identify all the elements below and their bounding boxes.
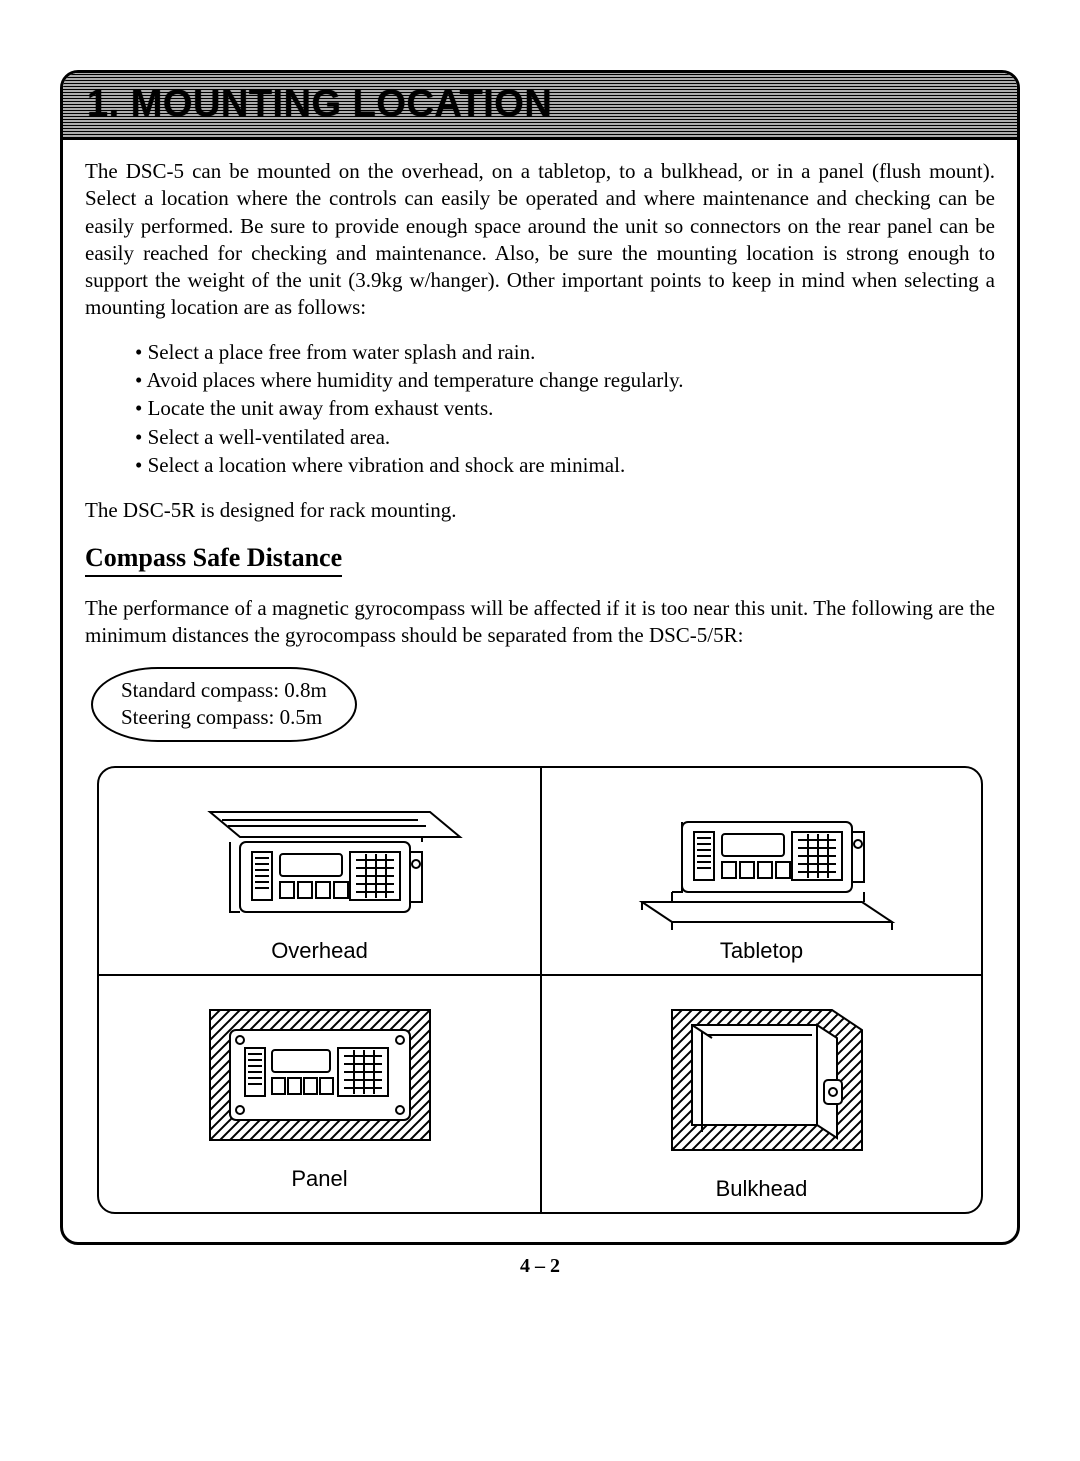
figure-bulkhead: Bulkhead — [540, 974, 981, 1212]
figure-overhead: Overhead — [99, 768, 540, 974]
compass-distance-oval: Standard compass: 0.8m Steering compass:… — [91, 667, 357, 742]
steering-compass-value: Steering compass: 0.5m — [121, 704, 327, 731]
rack-note: The DSC-5R is designed for rack mounting… — [85, 498, 995, 523]
figure-row: Overhead — [99, 768, 981, 974]
figure-label: Overhead — [109, 938, 530, 964]
intro-paragraph: The DSC-5 can be mounted on the overhead… — [85, 158, 995, 322]
page-number: 4 – 2 — [60, 1255, 1020, 1278]
subheading-wrap: Compass Safe Distance — [85, 543, 995, 595]
list-item: Select a well-ventilated area. — [135, 423, 995, 451]
mounting-figures: Overhead — [97, 766, 983, 1214]
overhead-illustration — [170, 782, 470, 932]
figure-row: Panel — [99, 974, 981, 1212]
bulkhead-illustration — [632, 990, 892, 1170]
compass-distance-callout: Standard compass: 0.8m Steering compass:… — [91, 667, 995, 742]
subheading: Compass Safe Distance — [85, 543, 342, 577]
figure-label: Tabletop — [552, 938, 971, 964]
figure-label: Bulkhead — [552, 1176, 971, 1202]
figure-label: Panel — [109, 1166, 530, 1192]
content-area: The DSC-5 can be mounted on the overhead… — [63, 140, 1017, 1214]
page-frame: 1. MOUNTING LOCATION The DSC-5 can be mo… — [60, 70, 1020, 1245]
list-item: Locate the unit away from exhaust vents. — [135, 394, 995, 422]
section-title-bar: 1. MOUNTING LOCATION — [63, 73, 1017, 140]
compass-paragraph: The performance of a magnetic gyrocompas… — [85, 595, 995, 650]
list-item: Select a place free from water splash an… — [135, 338, 995, 366]
section-title: 1. MOUNTING LOCATION — [87, 83, 993, 126]
list-item: Select a location where vibration and sh… — [135, 451, 995, 479]
panel-illustration — [180, 990, 460, 1160]
figure-panel: Panel — [99, 974, 540, 1212]
standard-compass-value: Standard compass: 0.8m — [121, 677, 327, 704]
considerations-list: Select a place free from water splash an… — [135, 338, 995, 480]
tabletop-illustration — [612, 782, 912, 932]
figure-tabletop: Tabletop — [540, 768, 981, 974]
list-item: Avoid places where humidity and temperat… — [135, 366, 995, 394]
